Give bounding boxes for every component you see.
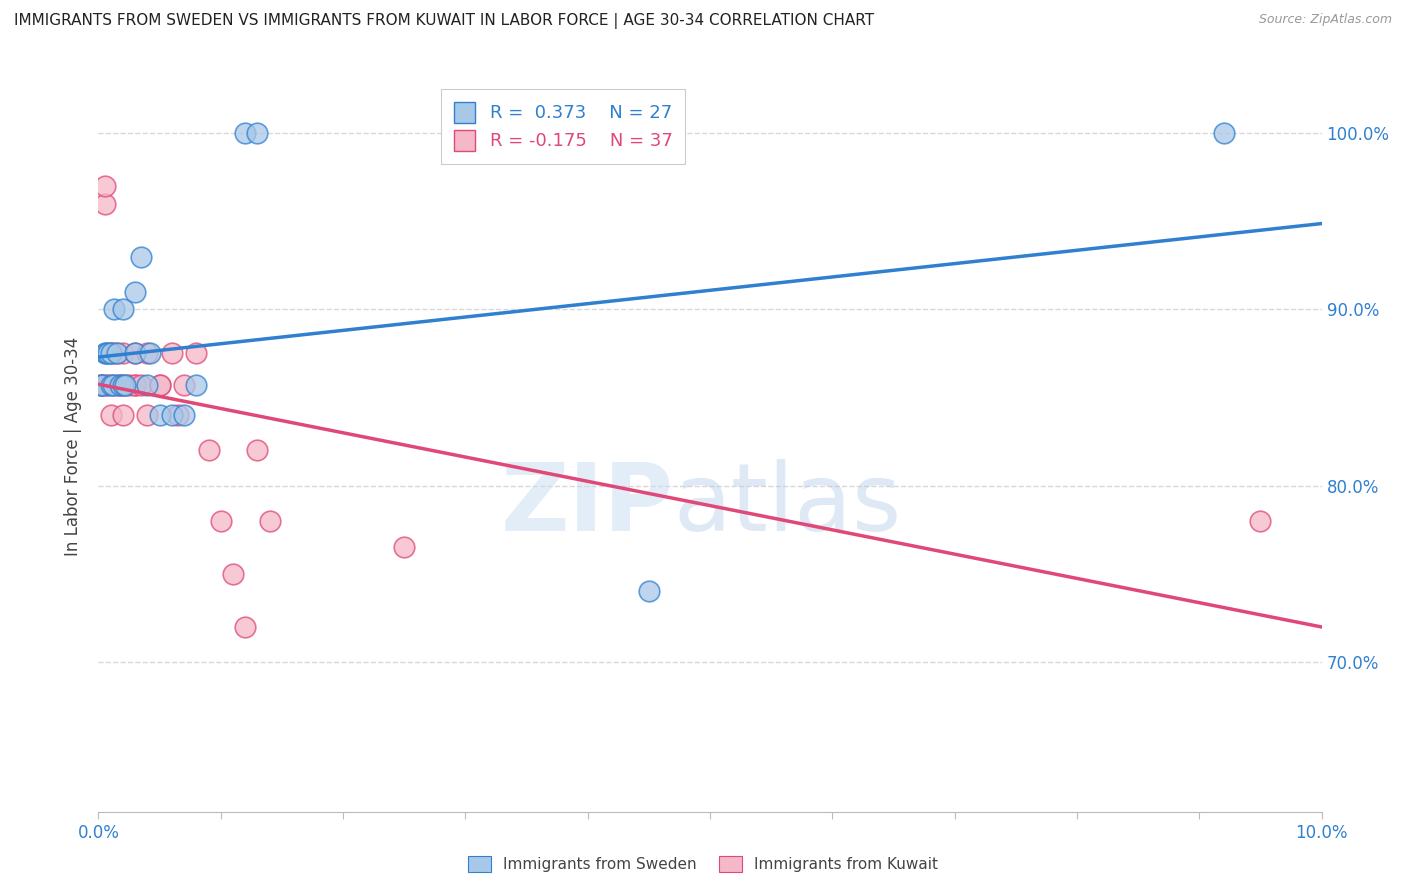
Point xyxy=(91,378,114,392)
Point xyxy=(97,346,120,360)
Point xyxy=(111,302,134,317)
Point xyxy=(111,408,134,422)
Point xyxy=(149,378,172,392)
Point xyxy=(1212,126,1234,140)
Text: atlas: atlas xyxy=(673,458,901,550)
Point xyxy=(103,378,125,392)
Point xyxy=(392,541,416,555)
Point xyxy=(105,346,128,360)
Point xyxy=(637,584,661,599)
Point xyxy=(246,443,269,458)
Point xyxy=(222,566,245,581)
Point xyxy=(129,378,152,392)
Legend: R =  0.373    N = 27, R = -0.175    N = 37: R = 0.373 N = 27, R = -0.175 N = 37 xyxy=(441,89,685,163)
Point xyxy=(1249,514,1271,528)
Point xyxy=(233,620,256,634)
Point xyxy=(124,285,146,299)
Legend: Immigrants from Sweden, Immigrants from Kuwait: Immigrants from Sweden, Immigrants from … xyxy=(460,848,946,880)
Point xyxy=(107,378,129,392)
Point xyxy=(101,346,124,360)
Y-axis label: In Labor Force | Age 30-34: In Labor Force | Age 30-34 xyxy=(65,336,83,556)
Point xyxy=(149,378,172,392)
Point xyxy=(139,346,162,360)
Point xyxy=(186,346,208,360)
Point xyxy=(160,408,183,422)
Point xyxy=(111,378,134,392)
Point xyxy=(136,346,159,360)
Point xyxy=(167,408,190,422)
Point xyxy=(100,408,122,422)
Point xyxy=(136,378,159,392)
Text: IMMIGRANTS FROM SWEDEN VS IMMIGRANTS FROM KUWAIT IN LABOR FORCE | AGE 30-34 CORR: IMMIGRANTS FROM SWEDEN VS IMMIGRANTS FRO… xyxy=(14,13,875,29)
Point xyxy=(246,126,269,140)
Point xyxy=(93,196,115,211)
Point xyxy=(111,346,134,360)
Point xyxy=(90,378,112,392)
Point xyxy=(110,378,132,392)
Point xyxy=(101,378,124,392)
Point xyxy=(94,346,117,360)
Point xyxy=(93,346,115,360)
Point xyxy=(259,514,281,528)
Text: Source: ZipAtlas.com: Source: ZipAtlas.com xyxy=(1258,13,1392,27)
Point xyxy=(93,179,115,194)
Point xyxy=(124,378,146,392)
Point xyxy=(91,378,114,392)
Point xyxy=(197,443,219,458)
Point xyxy=(186,378,208,392)
Point xyxy=(114,378,136,392)
Point xyxy=(136,408,159,422)
Point xyxy=(124,346,146,360)
Point xyxy=(100,378,122,392)
Point xyxy=(105,346,128,360)
Point xyxy=(110,378,132,392)
Point xyxy=(114,378,136,392)
Point xyxy=(173,378,195,392)
Point xyxy=(118,378,141,392)
Point xyxy=(97,378,120,392)
Point xyxy=(124,378,146,392)
Point xyxy=(90,378,112,392)
Point xyxy=(149,408,172,422)
Text: ZIP: ZIP xyxy=(501,458,673,550)
Point xyxy=(100,346,122,360)
Point xyxy=(129,250,152,264)
Point xyxy=(233,126,256,140)
Point xyxy=(160,346,183,360)
Point xyxy=(173,408,195,422)
Point xyxy=(103,302,125,317)
Point xyxy=(94,378,117,392)
Point xyxy=(100,346,122,360)
Point xyxy=(209,514,232,528)
Point xyxy=(124,346,146,360)
